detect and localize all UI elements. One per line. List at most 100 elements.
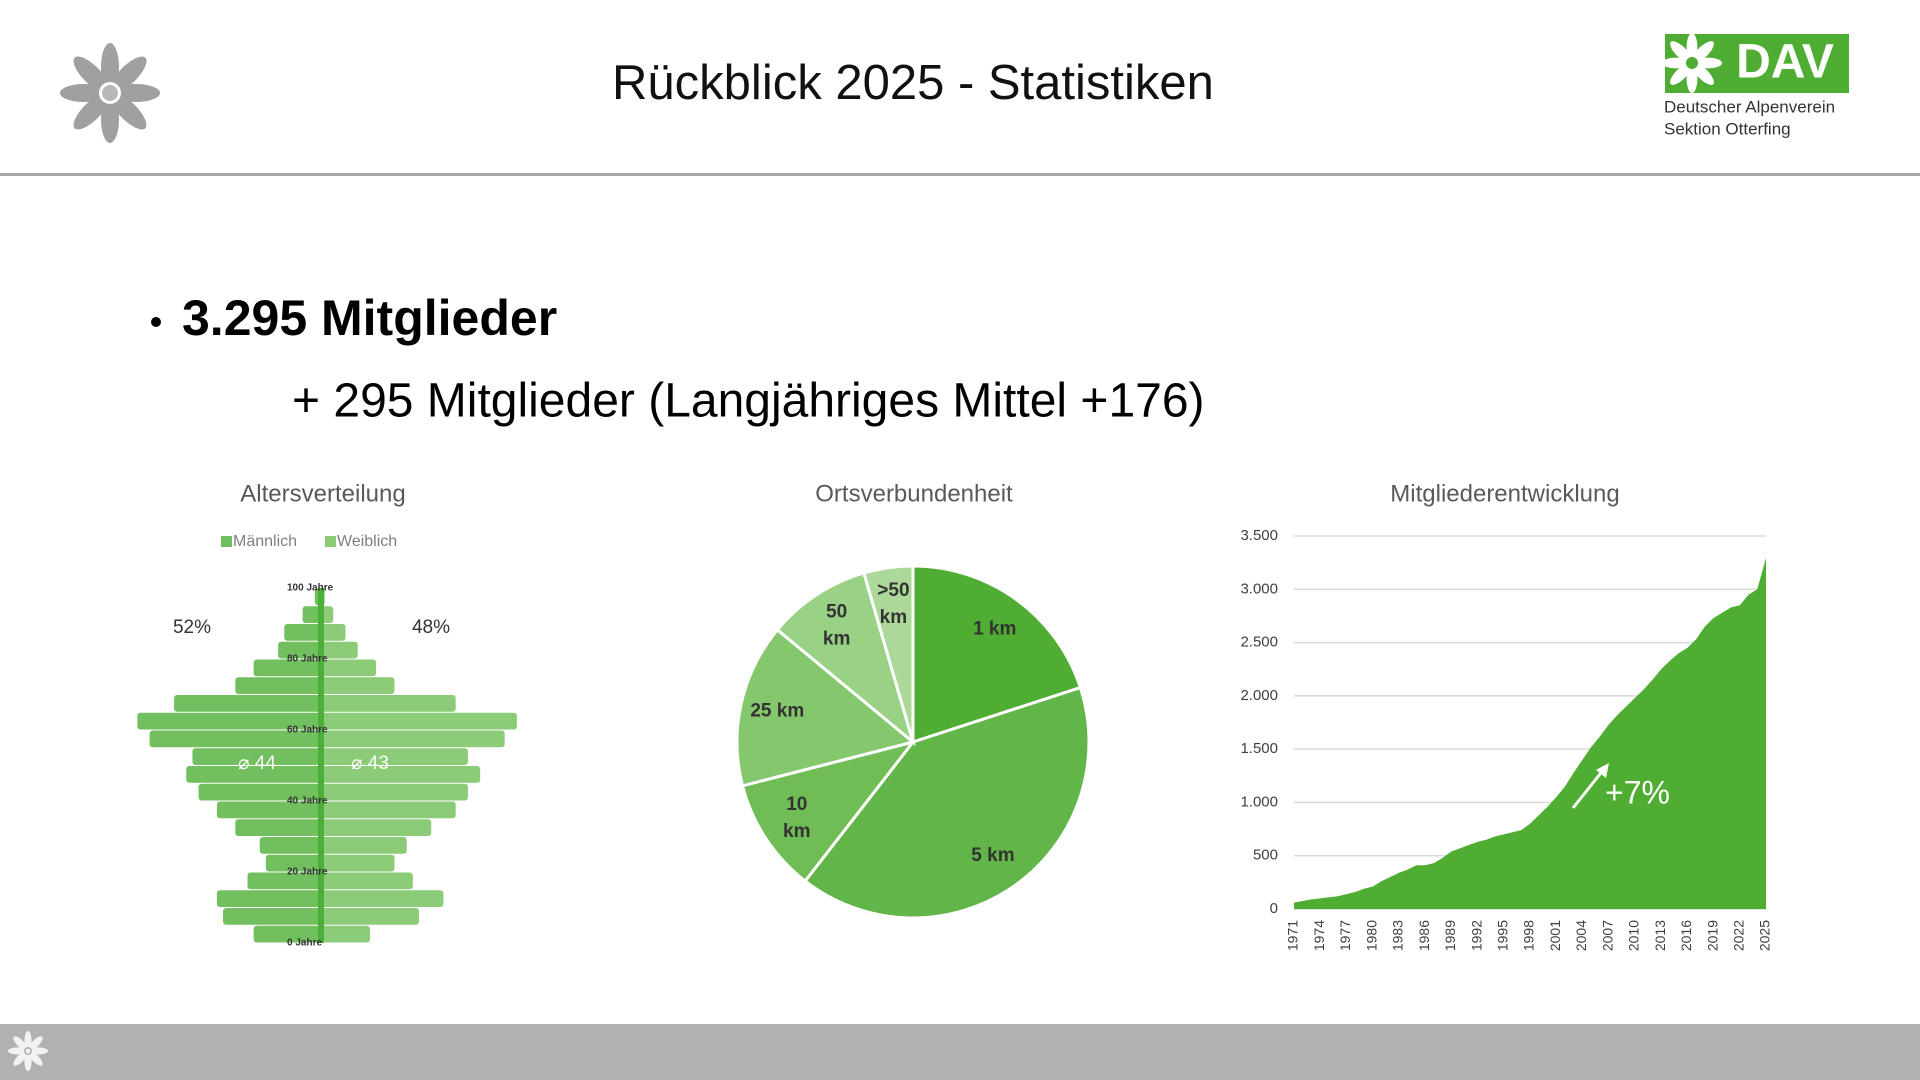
x-tick-label: 1983: [1390, 920, 1406, 951]
bar: [321, 606, 334, 623]
bar: [321, 854, 395, 872]
logo-text: DAV: [1736, 36, 1834, 89]
bar: [265, 854, 321, 872]
x-tick-label: 2019: [1704, 920, 1720, 951]
y-tick-label: 0: [1270, 900, 1278, 917]
dav-logo: DAV Deutscher Alpenverein Sektion Otterf…: [1662, 33, 1849, 138]
bar: [235, 677, 321, 694]
y-tick-label: 20 Jahre: [287, 867, 328, 878]
slice-label: 5 km: [971, 845, 1014, 866]
bar: [321, 890, 444, 907]
x-tick-label: 2004: [1573, 920, 1589, 951]
bar: [247, 872, 321, 890]
arrow-head: [1596, 763, 1609, 778]
logo-line: Deutscher Alpenverein: [1664, 97, 1835, 116]
bar: [321, 712, 517, 730]
x-tick-label: 1980: [1363, 920, 1379, 951]
bar: [278, 641, 321, 659]
pie-slice: [740, 739, 917, 884]
y-tick-label: 500: [1253, 847, 1278, 864]
y-tick-label: 1.500: [1240, 740, 1278, 757]
bar: [321, 925, 370, 943]
bar: [321, 872, 413, 890]
bar: [198, 783, 321, 801]
bar: [321, 801, 456, 819]
bar: [321, 783, 468, 801]
legend-swatch: [325, 536, 336, 547]
annotation: 48%: [412, 617, 450, 638]
y-tick-label: 0 Jahre: [287, 938, 322, 949]
bar: [302, 606, 321, 623]
bullet-dot: [151, 317, 161, 327]
bar: [137, 712, 321, 730]
y-tick-label: 3.500: [1240, 527, 1278, 544]
y-tick-label: 1.000: [1240, 793, 1278, 810]
x-tick-label: 2025: [1757, 920, 1773, 951]
bar: [321, 766, 481, 783]
x-tick-label: 2007: [1599, 920, 1615, 951]
bar: [253, 659, 321, 677]
bullet-main: 3.295 Mitglieder: [182, 290, 557, 346]
x-tick-label: 1971: [1285, 920, 1301, 951]
bar: [235, 819, 321, 836]
chart-title: Altersverteilung: [240, 480, 405, 507]
bar: [321, 837, 407, 854]
y-tick-label: 3.000: [1240, 580, 1278, 597]
bar: [192, 748, 321, 765]
y-tick-label: 100 Jahre: [287, 583, 334, 594]
bar: [321, 659, 377, 677]
bar: [321, 730, 505, 748]
bar: [284, 624, 321, 641]
area: [1294, 557, 1766, 909]
legend-label: Weiblich: [337, 533, 397, 550]
slide-title: Rückblick 2025 - Statistiken: [612, 56, 1214, 110]
x-tick-label: 1998: [1521, 920, 1537, 951]
bar: [321, 624, 346, 641]
bar: [321, 908, 419, 925]
x-tick-label: 1989: [1442, 920, 1458, 951]
x-tick-label: 2016: [1678, 920, 1694, 951]
pie-slice: [803, 685, 1091, 920]
bar: [321, 748, 468, 765]
logo-line: Sektion Otterfing: [1664, 119, 1791, 138]
bar: [174, 695, 321, 712]
bar: [186, 766, 321, 783]
y-tick-label: 60 Jahre: [287, 725, 328, 736]
y-tick-label: 2.500: [1240, 634, 1278, 651]
header-rule: [0, 173, 1920, 176]
chart-title: Mitgliederentwicklung: [1390, 480, 1619, 507]
logo-icon: [1662, 33, 1722, 93]
bar: [253, 925, 321, 943]
pie-slice: [735, 627, 917, 788]
y-tick-label: 40 Jahre: [287, 796, 328, 807]
x-tick-label: 2001: [1547, 920, 1563, 951]
bar: [223, 908, 321, 925]
chart-title: Ortsverbundenheit: [815, 480, 1013, 507]
bar: [321, 677, 395, 694]
x-tick-label: 2022: [1730, 920, 1746, 951]
bar: [321, 819, 432, 836]
pie-slice: [911, 564, 1083, 745]
center-line: [318, 588, 324, 943]
slice-label: 10 km: [783, 794, 810, 842]
bar: [216, 890, 321, 907]
legend-label: Männlich: [233, 533, 297, 550]
y-tick-label: 2.000: [1240, 687, 1278, 704]
x-tick-label: 1992: [1468, 920, 1484, 951]
legend-swatch: [221, 536, 232, 547]
bullet-sub: + 295 Mitglieder (Langjähriges Mittel +1…: [292, 375, 1205, 428]
annotation: ⌀ 43: [351, 753, 389, 774]
footer-icon: [7, 1031, 48, 1071]
arrow-shaft: [1571, 768, 1606, 809]
bar: [321, 695, 456, 712]
x-tick-label: 1977: [1337, 920, 1353, 951]
slice-label: 25 km: [750, 701, 804, 722]
pie-slice: [775, 571, 916, 747]
y-tick-label: 80 Jahre: [287, 654, 328, 665]
footer-band: [0, 1024, 1920, 1080]
annotation: 52%: [173, 617, 211, 638]
slice-label: 50 km: [823, 601, 850, 649]
slice-label: 1 km: [973, 619, 1016, 640]
x-tick-label: 1974: [1311, 920, 1327, 951]
